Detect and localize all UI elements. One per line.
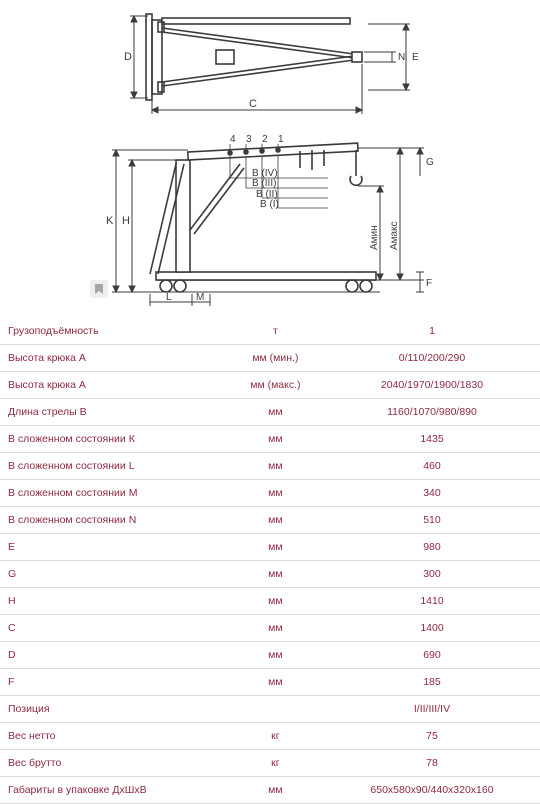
- cell-param: Грузоподъёмность: [0, 318, 227, 345]
- top-view-diagram: D C N E: [100, 10, 440, 120]
- cell-unit: мм: [227, 669, 324, 696]
- cell-unit: мм (мин.): [227, 345, 324, 372]
- cell-value: 1160/1070/980/890: [324, 399, 540, 426]
- cell-value: 2040/1970/1900/1830: [324, 372, 540, 399]
- table-row: Вес неттокг75: [0, 723, 540, 750]
- cell-value: 1435: [324, 426, 540, 453]
- cell-value: 510: [324, 507, 540, 534]
- cell-value: I/II/III/IV: [324, 696, 540, 723]
- table-row: Высота крюка Амм (мин.)0/110/200/290: [0, 345, 540, 372]
- cell-param: F: [0, 669, 227, 696]
- label-Amin: Амин: [369, 225, 380, 250]
- cell-param: Высота крюка А: [0, 345, 227, 372]
- cell-value: 650x580x90/440x320x160: [324, 777, 540, 804]
- table-row: Высота крюка Амм (макс.)2040/1970/1900/1…: [0, 372, 540, 399]
- cell-param: Позиция: [0, 696, 227, 723]
- cell-unit: мм: [227, 615, 324, 642]
- cell-unit: кг: [227, 723, 324, 750]
- cell-value: 75: [324, 723, 540, 750]
- cell-unit: мм: [227, 777, 324, 804]
- cell-value: 300: [324, 561, 540, 588]
- cell-unit: мм: [227, 480, 324, 507]
- label-H: H: [122, 215, 130, 227]
- cell-value: 460: [324, 453, 540, 480]
- cell-unit: мм: [227, 642, 324, 669]
- pos-3: 3: [246, 134, 252, 145]
- pos-2: 2: [262, 134, 268, 145]
- label-G: G: [426, 157, 434, 168]
- cell-value: 185: [324, 669, 540, 696]
- label-K: K: [106, 215, 114, 227]
- cell-value: 78: [324, 750, 540, 777]
- table-row: В сложенном состоянии Mмм340: [0, 480, 540, 507]
- table-row: Fмм185: [0, 669, 540, 696]
- cell-unit: кг: [227, 750, 324, 777]
- table-row: Cмм1400: [0, 615, 540, 642]
- cell-unit: [227, 696, 324, 723]
- pos-4: 4: [230, 134, 236, 145]
- pos-1: 1: [278, 134, 284, 145]
- label-N: N: [398, 52, 405, 63]
- cell-param: C: [0, 615, 227, 642]
- cell-value: 0/110/200/290: [324, 345, 540, 372]
- cell-unit: мм: [227, 561, 324, 588]
- label-C: C: [249, 98, 257, 110]
- table-row: Вес бруттокг78: [0, 750, 540, 777]
- spec-table: Грузоподъёмностьт1Высота крюка Амм (мин.…: [0, 318, 540, 804]
- cell-value: 1: [324, 318, 540, 345]
- cell-unit: мм: [227, 399, 324, 426]
- bookmark-icon[interactable]: [90, 280, 108, 298]
- diagrams: D C N E: [0, 0, 540, 310]
- label-M: M: [196, 292, 204, 303]
- table-row: Eмм980: [0, 534, 540, 561]
- cell-param: Вес брутто: [0, 750, 227, 777]
- label-F: F: [426, 278, 432, 289]
- cell-param: В сложенном состоянии L: [0, 453, 227, 480]
- cell-param: E: [0, 534, 227, 561]
- table-row: Dмм690: [0, 642, 540, 669]
- cell-value: 340: [324, 480, 540, 507]
- cell-unit: мм: [227, 507, 324, 534]
- cell-param: Длина стрелы В: [0, 399, 227, 426]
- cell-value: 1400: [324, 615, 540, 642]
- table-row: Габариты в упаковке ДхШхВмм650x580x90/44…: [0, 777, 540, 804]
- table-row: Hмм1410: [0, 588, 540, 615]
- label-Amax: Амакс: [389, 221, 400, 250]
- side-view-diagram: 1 2 3 4 B (IV) B (III) B (II) B (I): [80, 120, 460, 310]
- table-row: Длина стрелы Вмм1160/1070/980/890: [0, 399, 540, 426]
- cell-param: Габариты в упаковке ДхШхВ: [0, 777, 227, 804]
- cell-unit: мм: [227, 588, 324, 615]
- cell-unit: мм: [227, 534, 324, 561]
- cell-unit: мм: [227, 453, 324, 480]
- cell-value: 980: [324, 534, 540, 561]
- cell-param: Вес нетто: [0, 723, 227, 750]
- cell-unit: т: [227, 318, 324, 345]
- cell-param: В сложенном состоянии M: [0, 480, 227, 507]
- cell-unit: мм (макс.): [227, 372, 324, 399]
- table-row: Позиция I/II/III/IV: [0, 696, 540, 723]
- label-D: D: [124, 51, 132, 63]
- label-L: L: [166, 292, 172, 303]
- cell-value: 1410: [324, 588, 540, 615]
- cell-unit: мм: [227, 426, 324, 453]
- table-row: В сложенном состоянии Nмм510: [0, 507, 540, 534]
- table-row: В сложенном состоянии Lмм460: [0, 453, 540, 480]
- label-B1: B (I): [260, 199, 279, 210]
- cell-param: Высота крюка А: [0, 372, 227, 399]
- cell-param: D: [0, 642, 227, 669]
- table-row: В сложенном состоянии Кмм1435: [0, 426, 540, 453]
- label-E: E: [412, 52, 419, 63]
- cell-param: В сложенном состоянии К: [0, 426, 227, 453]
- cell-param: G: [0, 561, 227, 588]
- table-row: Gмм300: [0, 561, 540, 588]
- cell-param: H: [0, 588, 227, 615]
- table-row: Грузоподъёмностьт1: [0, 318, 540, 345]
- cell-value: 690: [324, 642, 540, 669]
- label-B3: B (III): [252, 178, 276, 189]
- cell-param: В сложенном состоянии N: [0, 507, 227, 534]
